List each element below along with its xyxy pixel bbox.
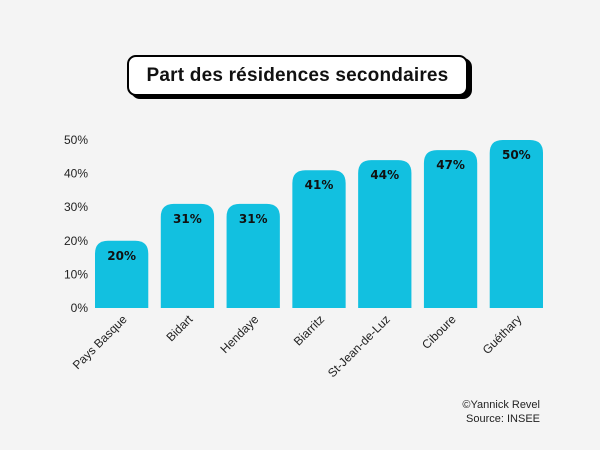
chart-title: Part des résidences secondaires <box>127 55 468 96</box>
bar-value-label: 31% <box>239 212 268 226</box>
x-category-label: St-Jean-de-Luz <box>325 312 393 380</box>
bar-value-label: 50% <box>502 148 531 162</box>
y-tick-label: 10% <box>64 267 88 281</box>
x-category-label: Ciboure <box>419 312 459 352</box>
bar-value-label: 31% <box>173 212 202 226</box>
y-tick-label: 30% <box>64 200 88 214</box>
y-tick-label: 50% <box>64 133 88 147</box>
author-credit: ©Yannick Revel <box>462 399 540 411</box>
x-category-label: Bidart <box>163 312 196 345</box>
bar <box>226 203 280 308</box>
bar <box>160 203 215 308</box>
x-category-label: Biarritz <box>291 312 327 348</box>
bar <box>292 170 346 308</box>
source-credit: Source: INSEE <box>466 413 540 425</box>
y-tick-label: 0% <box>71 301 89 315</box>
bar-value-label: 47% <box>436 158 465 172</box>
credits: ©Yannick Revel Source: INSEE <box>462 398 540 426</box>
x-category-label: Hendaye <box>217 312 261 356</box>
bar <box>95 240 149 308</box>
bar <box>423 150 478 308</box>
y-tick-label: 20% <box>64 234 88 248</box>
bar <box>358 160 412 308</box>
x-category-label: Pays Basque <box>70 312 130 372</box>
bar <box>489 140 543 308</box>
y-tick-label: 40% <box>64 167 88 181</box>
bar-value-label: 44% <box>370 168 399 182</box>
bar-value-label: 41% <box>305 178 334 192</box>
bar-value-label: 20% <box>107 249 136 263</box>
x-category-label: Guéthary <box>480 312 525 357</box>
